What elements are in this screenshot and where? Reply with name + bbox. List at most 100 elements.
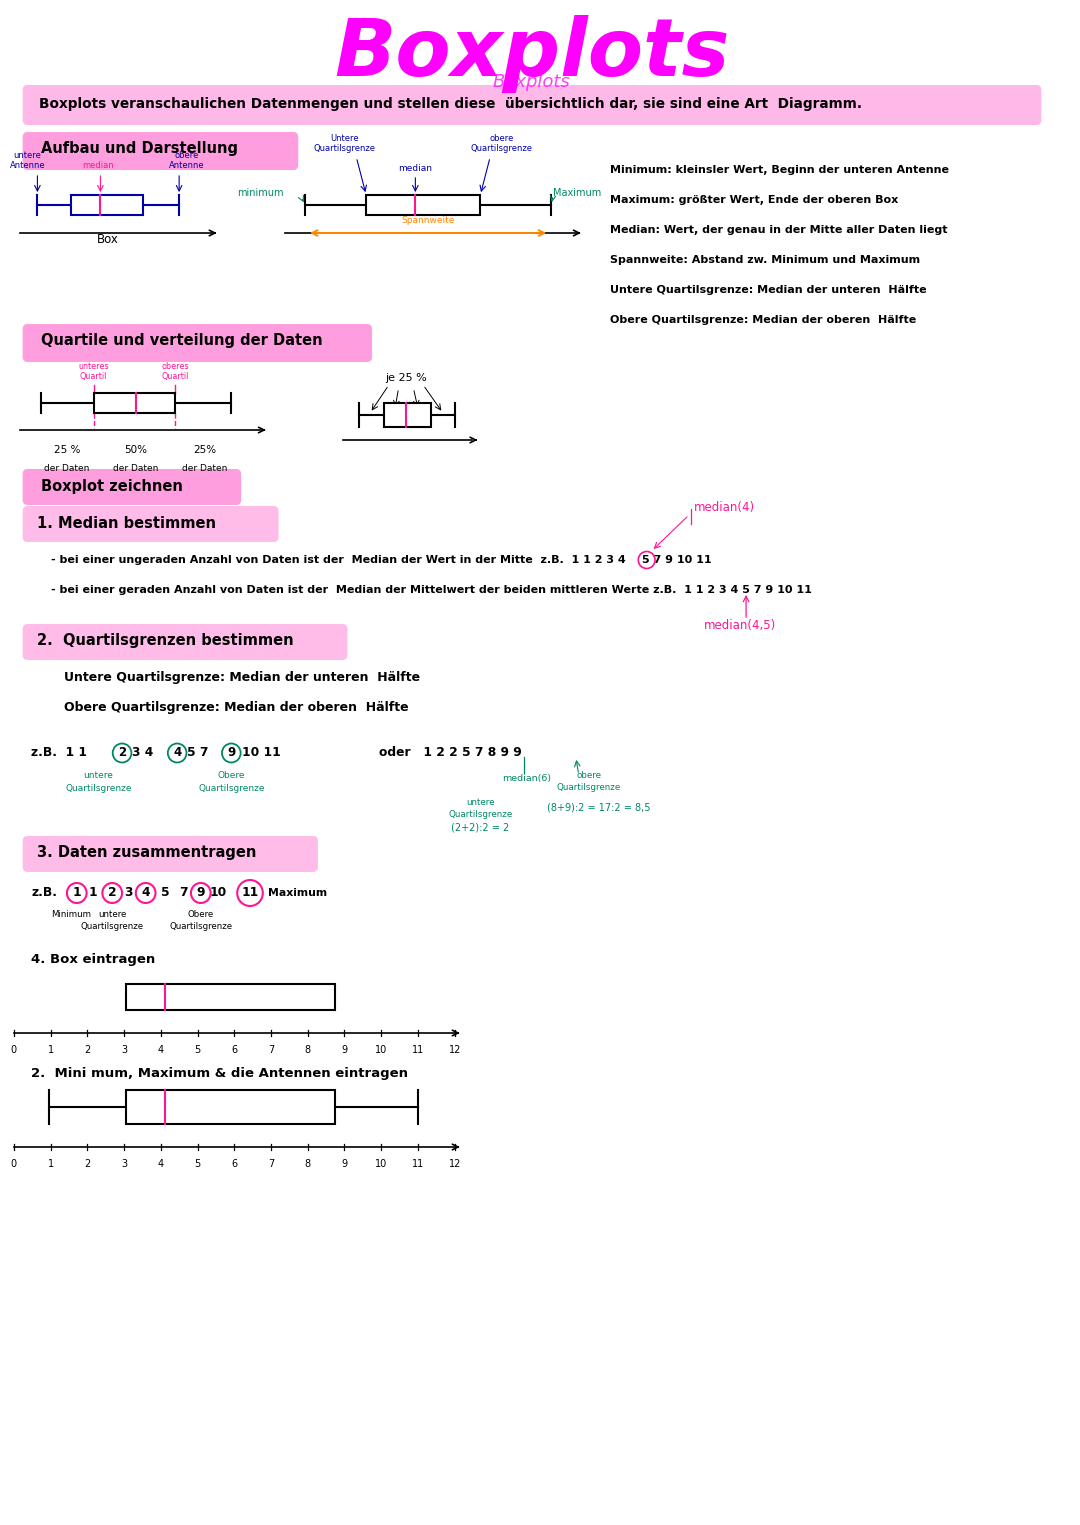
Text: 5 7: 5 7 [187,747,208,759]
Text: Minimum: kleinsler Wert, Beginn der unteren Antenne: Minimum: kleinsler Wert, Beginn der unte… [610,165,949,175]
Bar [383,403,431,427]
Text: 6: 6 [231,1159,238,1170]
FancyBboxPatch shape [23,836,318,872]
Text: 10: 10 [375,1159,388,1170]
Text: Quartilsgrenze: Quartilsgrenze [170,923,232,930]
Text: Quartilsgrenze: Quartilsgrenze [448,810,512,819]
Text: 25 %: 25 % [54,445,80,454]
Text: 1: 1 [48,1159,54,1170]
Text: 10 11: 10 11 [242,747,281,759]
Text: 12: 12 [448,1159,461,1170]
Text: median: median [399,165,432,172]
Text: 7: 7 [268,1045,274,1055]
Text: Quartile und verteilung der Daten: Quartile und verteilung der Daten [41,334,323,349]
Text: oder   1 2 2 5 7 8 9 9: oder 1 2 2 5 7 8 9 9 [379,747,522,759]
Text: Boxplot zeichnen: Boxplot zeichnen [41,479,184,494]
Text: 0: 0 [11,1045,17,1055]
Text: (2+2):2 = 2: (2+2):2 = 2 [451,824,510,833]
Text: Quartilsgrenze: Quartilsgrenze [198,784,265,793]
Text: 9: 9 [341,1159,348,1170]
Text: 12: 12 [448,1045,461,1055]
Text: 1: 1 [72,886,81,900]
Text: der Daten: der Daten [113,464,159,473]
Text: 4. Box eintragen: 4. Box eintragen [31,953,156,967]
Text: 3. Daten zusammentragen: 3. Daten zusammentragen [38,845,257,860]
Text: 1: 1 [89,886,97,900]
FancyBboxPatch shape [23,85,1041,125]
Text: Quartilsgrenze: Quartilsgrenze [556,782,621,791]
Text: 1. Median bestimmen: 1. Median bestimmen [38,515,216,531]
FancyBboxPatch shape [23,624,348,660]
Text: Untere Quartilsgrenze: Median der unteren  Hälfte: Untere Quartilsgrenze: Median der untere… [64,671,420,685]
Text: Obere Quartilsgrenze: Median der oberen  Hälfte: Obere Quartilsgrenze: Median der oberen … [610,316,917,325]
Text: 11: 11 [411,1159,424,1170]
Text: Boxplots: Boxplots [334,15,729,93]
Text: 2: 2 [118,747,126,759]
Text: 5: 5 [194,1159,201,1170]
Text: 5 7 9 10 11: 5 7 9 10 11 [642,555,712,564]
Text: (8+9):2 = 17:2 = 8,5: (8+9):2 = 17:2 = 8,5 [546,802,650,811]
Text: 50%: 50% [124,445,147,454]
Text: 9: 9 [197,886,205,900]
Text: 8: 8 [305,1159,311,1170]
Text: 2.  Mini mum, Maximum & die Antennen eintragen: 2. Mini mum, Maximum & die Antennen eint… [31,1066,408,1080]
Text: 2: 2 [84,1159,91,1170]
Text: Obere: Obere [188,910,214,920]
Text: 2.  Quartilsgrenzen bestimmen: 2. Quartilsgrenzen bestimmen [38,633,294,648]
Text: minimum: minimum [237,188,283,198]
Text: je 25 %: je 25 % [386,374,428,383]
Text: der Daten: der Daten [44,464,90,473]
Bar [366,195,481,215]
Text: untere: untere [83,772,113,779]
Text: 25%: 25% [193,445,216,454]
Text: 11: 11 [241,886,258,900]
Text: untere
Antenne: untere Antenne [10,151,45,169]
Text: Untere
Quartilsgrenze: Untere Quartilsgrenze [313,134,376,152]
Bar [126,1090,335,1124]
Text: median(6): median(6) [502,773,551,782]
Text: 9: 9 [341,1045,348,1055]
Text: obere
Antenne: obere Antenne [170,151,205,169]
Text: Quartilsgrenze: Quartilsgrenze [81,923,144,930]
Text: 8: 8 [305,1045,311,1055]
Text: 7: 7 [268,1159,274,1170]
Text: z.B.: z.B. [31,886,57,900]
Text: 10: 10 [375,1045,388,1055]
Text: unteres
Quartil: unteres Quartil [78,361,109,381]
Text: 3: 3 [124,886,132,900]
Text: 3 4: 3 4 [132,747,153,759]
Text: 1: 1 [48,1045,54,1055]
Text: 4: 4 [158,1159,164,1170]
Bar [94,393,175,413]
Text: Maximum: größter Wert, Ende der oberen Box: Maximum: größter Wert, Ende der oberen B… [610,195,899,204]
Text: - bei einer ungeraden Anzahl von Daten ist der  Median der Wert in der Mitte  z.: - bei einer ungeraden Anzahl von Daten i… [51,555,626,564]
Text: Obere Quartilsgrenze: Median der oberen  Hälfte: Obere Quartilsgrenze: Median der oberen … [64,700,408,714]
Text: Maximum: Maximum [268,888,327,898]
Text: Median: Wert, der genau in der Mitte aller Daten liegt: Median: Wert, der genau in der Mitte all… [610,226,948,235]
Text: 7: 7 [179,886,188,900]
Text: 6: 6 [231,1045,238,1055]
Text: - bei einer geraden Anzahl von Daten ist der  Median der Mittelwert der beiden m: - bei einer geraden Anzahl von Daten ist… [51,586,812,595]
Text: 10: 10 [210,886,227,900]
Text: Aufbau und Darstellung: Aufbau und Darstellung [41,142,239,157]
Text: 2: 2 [84,1045,91,1055]
Text: 3: 3 [121,1159,127,1170]
Text: untere: untere [98,910,126,920]
Text: obere: obere [576,772,602,779]
Text: 4: 4 [141,886,150,900]
Text: Spannweite: Abstand zw. Minimum und Maximum: Spannweite: Abstand zw. Minimum und Maxi… [610,255,920,265]
Text: median(4,5): median(4,5) [704,619,777,631]
Text: 11: 11 [411,1045,424,1055]
Text: der Daten: der Daten [183,464,228,473]
Text: Boxplots: Boxplots [492,73,570,92]
Text: Minimum: Minimum [51,910,91,920]
Text: Spannweite: Spannweite [402,217,455,226]
Text: obere
Quartilsgrenze: obere Quartilsgrenze [471,134,532,152]
Bar [126,984,335,1010]
Bar [71,195,143,215]
Text: untere: untere [467,798,495,807]
Text: 5: 5 [161,886,170,900]
FancyBboxPatch shape [23,506,279,541]
Text: 4: 4 [173,747,181,759]
Text: 5: 5 [194,1045,201,1055]
